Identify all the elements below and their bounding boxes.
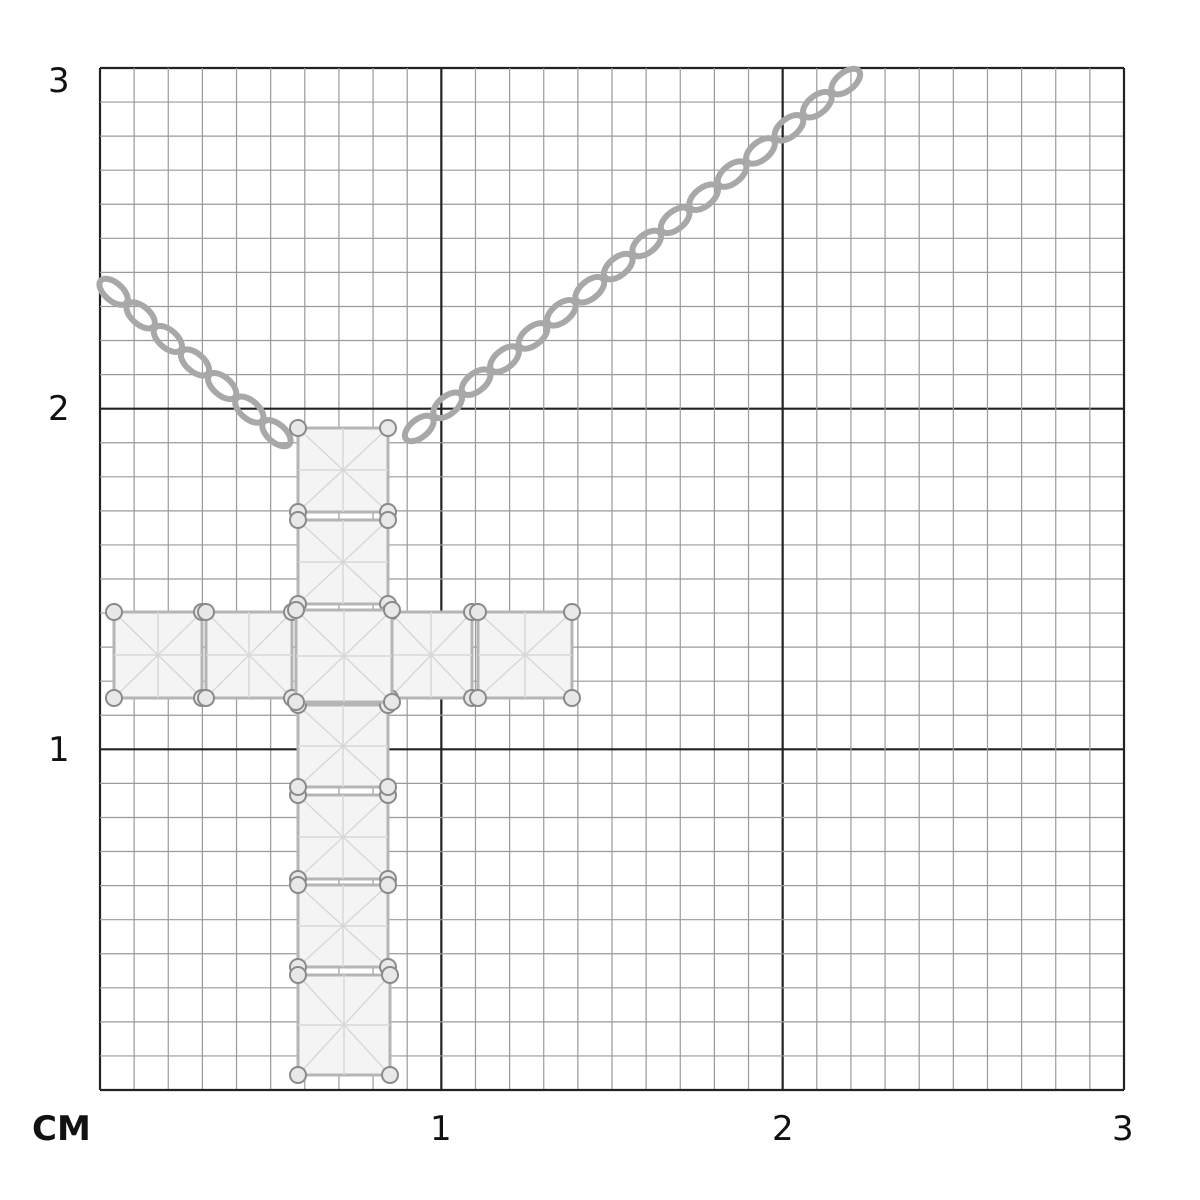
prong bbox=[289, 778, 307, 796]
stone-facets bbox=[113, 611, 203, 699]
stone-facets bbox=[297, 974, 391, 1076]
prong bbox=[289, 511, 307, 529]
x-label-2: 2 bbox=[772, 1109, 794, 1149]
prong bbox=[287, 693, 305, 711]
stone-facets bbox=[295, 609, 393, 703]
y-label-3: 3 bbox=[48, 61, 70, 101]
stone-facets bbox=[297, 519, 389, 605]
x-label-3: 3 bbox=[1112, 1109, 1134, 1149]
chain-link bbox=[828, 65, 864, 98]
prong bbox=[469, 689, 487, 707]
prong bbox=[287, 601, 305, 619]
stone-facets bbox=[297, 427, 389, 513]
prong bbox=[381, 1066, 399, 1084]
prong bbox=[197, 689, 215, 707]
prong bbox=[289, 1066, 307, 1084]
prong bbox=[379, 511, 397, 529]
stone-facets bbox=[205, 611, 293, 699]
prong bbox=[289, 966, 307, 984]
prong bbox=[563, 603, 581, 621]
prong bbox=[105, 603, 123, 621]
prong bbox=[105, 689, 123, 707]
stone-facets bbox=[389, 611, 473, 699]
y-label-1: 1 bbox=[48, 730, 70, 770]
chain-link bbox=[259, 417, 294, 450]
x-label-1: 1 bbox=[430, 1109, 452, 1149]
prong bbox=[469, 603, 487, 621]
prong bbox=[383, 601, 401, 619]
prong bbox=[383, 693, 401, 711]
stone-facets bbox=[297, 794, 389, 880]
prong bbox=[197, 603, 215, 621]
unit-label: CM bbox=[32, 1109, 91, 1149]
stone-facets bbox=[297, 704, 389, 788]
prong bbox=[379, 778, 397, 796]
prong bbox=[563, 689, 581, 707]
y-label-2: 2 bbox=[48, 389, 70, 429]
prong bbox=[381, 966, 399, 984]
prong bbox=[289, 419, 307, 437]
prong bbox=[289, 876, 307, 894]
stone-facets bbox=[477, 611, 573, 699]
stone-facets bbox=[297, 884, 389, 968]
prong bbox=[379, 876, 397, 894]
prong bbox=[379, 419, 397, 437]
